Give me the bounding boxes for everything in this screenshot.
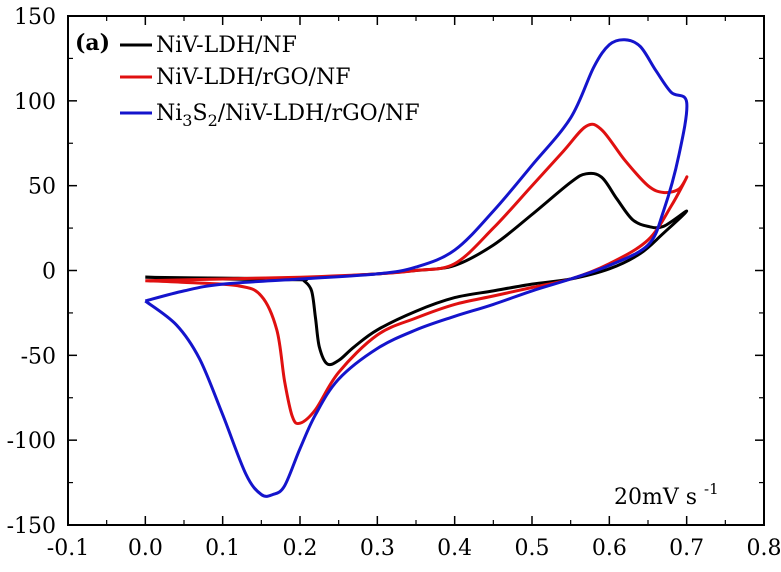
- x-tick-label: 0.3: [360, 536, 395, 561]
- scan-rate-annotation: 20mV s -1: [614, 480, 719, 510]
- x-tick-label: 0.5: [515, 536, 550, 561]
- legend-label: NiV-LDH/rGO/NF: [156, 65, 351, 90]
- legend-label: NiV-LDH/NF: [156, 33, 297, 58]
- x-tick-label: 0.6: [592, 536, 627, 561]
- y-tick-label: -100: [7, 429, 56, 454]
- legend-label: Ni3S2/NiV-LDH/rGO/NF: [156, 101, 420, 130]
- x-tick-label: 0.0: [128, 536, 163, 561]
- series-line-2: [145, 124, 687, 423]
- x-tick-label: 0.2: [283, 536, 318, 561]
- x-tick-label: 0.1: [205, 536, 240, 561]
- y-tick-label: 100: [14, 90, 56, 115]
- y-tick-label: -50: [21, 344, 56, 369]
- panel-label: (a): [75, 30, 110, 56]
- x-tick-label: 0.8: [747, 536, 781, 561]
- x-tick-label: 0.7: [669, 536, 704, 561]
- x-tick-label: 0.4: [437, 536, 472, 561]
- scan-rate-superscript: -1: [704, 480, 719, 498]
- y-tick-label: 150: [14, 5, 56, 30]
- legend: NiV-LDH/NF NiV-LDH/rGO/NF Ni3S2/NiV-LDH/rG…: [120, 33, 420, 130]
- y-tick-label: 50: [28, 175, 56, 200]
- scan-rate-main: 20mV s: [614, 485, 697, 510]
- series-line-1: [145, 173, 686, 364]
- y-tick-label: 0: [42, 260, 56, 285]
- y-tick-label: -150: [7, 514, 56, 539]
- x-tick-label: -0.1: [47, 536, 89, 561]
